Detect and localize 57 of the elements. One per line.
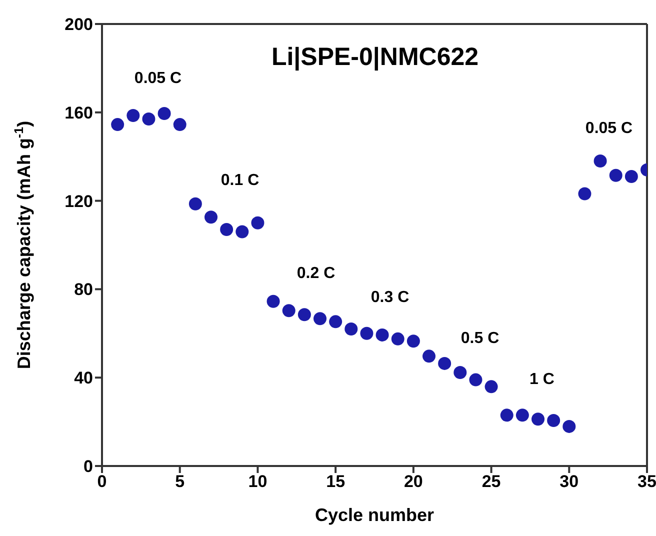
point — [547, 414, 560, 427]
point — [454, 366, 467, 380]
point — [158, 107, 171, 120]
point — [532, 412, 544, 426]
annotation: 0.5 C — [460, 330, 500, 348]
point — [220, 223, 234, 236]
x-tick-label: 5 — [175, 472, 185, 492]
x-tick-label: 0 — [97, 472, 107, 492]
point — [376, 328, 389, 342]
point — [516, 408, 529, 422]
point — [126, 108, 140, 122]
y-tick-label: 0 — [84, 457, 93, 476]
point — [204, 210, 218, 224]
point — [422, 350, 436, 363]
x-tick-label: 20 — [404, 472, 423, 492]
x-tick-label: 30 — [560, 472, 579, 492]
x-tick-label: 25 — [482, 472, 501, 492]
point — [438, 356, 452, 370]
point — [391, 332, 404, 346]
y-tick-label: 160 — [64, 103, 93, 122]
point — [266, 294, 280, 308]
point — [594, 154, 607, 168]
x-tick-label: 15 — [326, 472, 346, 492]
point — [609, 168, 622, 182]
annotation: 0.1 C — [220, 172, 260, 190]
annotation: 0.05 C — [584, 120, 634, 138]
point — [142, 112, 156, 126]
point — [500, 408, 514, 422]
point — [329, 315, 342, 328]
point — [624, 170, 638, 183]
point — [578, 187, 592, 200]
point — [298, 308, 311, 322]
annotation: 0.05 C — [133, 70, 183, 88]
point — [111, 118, 124, 132]
point — [406, 334, 420, 348]
point — [484, 380, 498, 394]
x-tick-label: 10 — [248, 472, 268, 492]
point — [188, 197, 202, 210]
point — [282, 304, 296, 318]
point — [251, 216, 264, 230]
point — [236, 225, 249, 238]
y-tick-label: 40 — [74, 368, 93, 388]
annotation: 0.3 C — [370, 289, 410, 307]
point — [562, 420, 576, 433]
y-tick-label: 80 — [74, 280, 93, 300]
annotation: 0.2 C — [296, 265, 336, 283]
point — [173, 118, 186, 132]
point — [360, 326, 374, 340]
point — [314, 312, 326, 326]
annotation: 1 C — [528, 371, 556, 389]
x-tick-label: 35 — [638, 472, 656, 492]
y-tick-label: 120 — [64, 192, 93, 211]
y-tick-label: 200 — [64, 15, 93, 34]
x-axis-title: Cycle number — [314, 505, 434, 525]
text: Li|SPE-0|NMC622 — [271, 43, 479, 71]
point — [469, 373, 482, 386]
point — [344, 322, 358, 336]
